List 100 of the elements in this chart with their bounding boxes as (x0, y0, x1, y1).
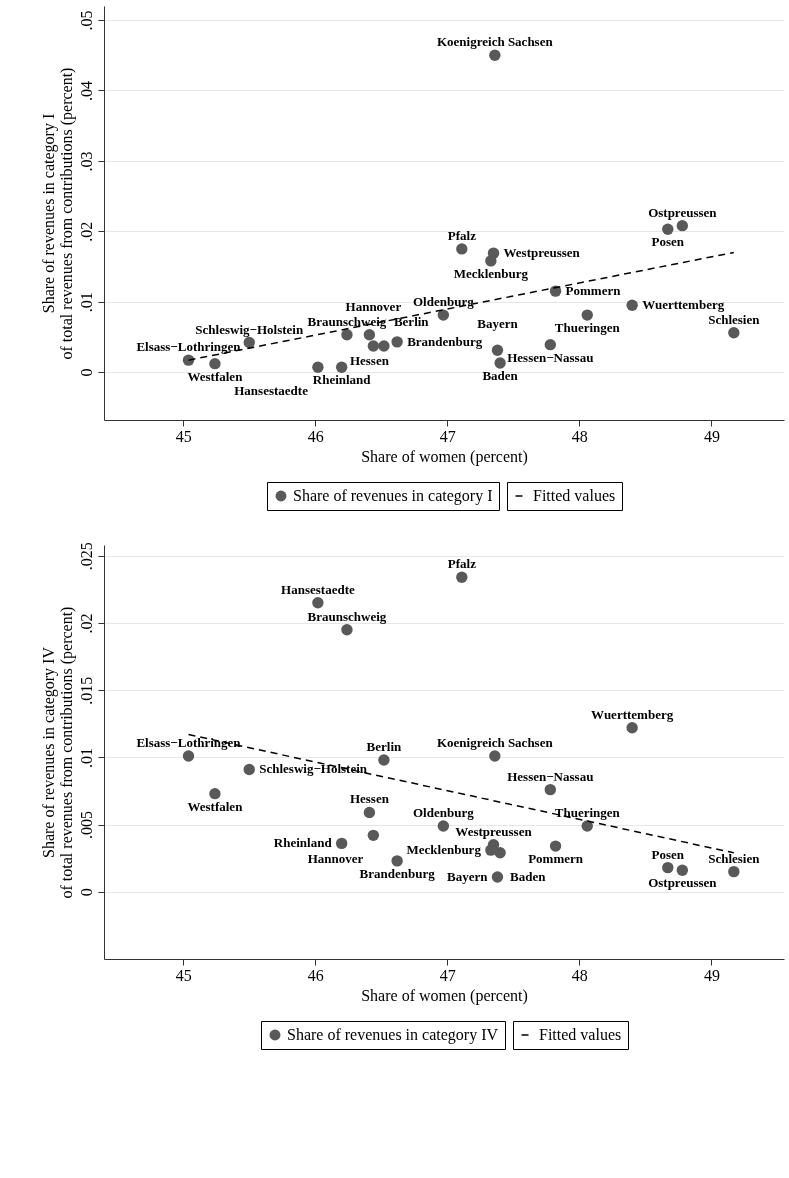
annotation: Hessen (349, 352, 390, 368)
x-tick-label: 47 (439, 427, 456, 445)
annotation: Brandenburg (407, 333, 483, 349)
annotation: Braunschweig (307, 313, 387, 329)
y-tick-label: .03 (77, 151, 95, 172)
y-tick-label: .04 (77, 80, 95, 101)
annotation: Braunschweig (307, 608, 387, 624)
y-tick-label: .025 (77, 542, 95, 571)
y-tick-label: 0 (77, 888, 95, 897)
point (341, 329, 353, 341)
point (367, 340, 380, 352)
point (626, 722, 638, 734)
annotation: Westfalen (187, 798, 244, 814)
annotation: Pfalz (447, 227, 477, 243)
point (662, 223, 674, 235)
x-axis-title: Share of women (percent) (361, 447, 528, 466)
annotation: Bayern (447, 869, 489, 885)
annotation: Wuerttemberg (642, 297, 725, 313)
y-axis-title: Share of revenues in category IV of total revenues from contributions (percent) (39, 606, 76, 899)
y-tick-label: .05 (77, 10, 95, 31)
annotation: Hessen−Nassau (507, 768, 594, 784)
annotation: Mecklenburg (406, 842, 482, 858)
point (367, 829, 380, 842)
point (491, 871, 504, 883)
point (437, 309, 450, 321)
annotation: Schleswig−Holstein (259, 761, 368, 777)
point (335, 361, 348, 373)
y-tick-label: .005 (77, 811, 95, 840)
x-tick-label: 48 (571, 966, 588, 984)
point (182, 750, 195, 762)
annotation: Koenigreich Sachsen (436, 735, 554, 751)
annotation: Pfalz (447, 556, 477, 572)
point (391, 336, 403, 348)
y-tick-label: .01 (77, 747, 95, 768)
annotation: Hessen−Nassau (507, 349, 594, 365)
point (549, 840, 562, 852)
point (312, 361, 324, 373)
y-tick-label: .02 (77, 221, 95, 242)
annotation: Berlin (393, 314, 430, 330)
legend-label: Fitted values (533, 487, 616, 504)
annotation: Schlesien (708, 850, 761, 866)
annotation: Baden (482, 367, 519, 383)
point (243, 336, 255, 349)
point (489, 750, 501, 762)
point (544, 338, 556, 351)
point (581, 309, 593, 321)
y-axis-title: Share of revenues in category I of total revenues from contributions (percent) (39, 67, 76, 360)
annotation: Koenigreich Sachsen (436, 34, 554, 50)
annotation: Ostpreussen (648, 204, 718, 220)
x-tick-label: 46 (307, 427, 324, 445)
point (485, 255, 497, 267)
annotation: Rheinland (273, 835, 333, 851)
annotation: Hansestaedte (281, 581, 355, 597)
annotation: Pommern (528, 851, 584, 867)
legend-label: Fitted values (539, 1026, 622, 1043)
x-tick-label: 49 (703, 427, 720, 445)
annotation: Westpreussen (455, 823, 533, 839)
x-axis-title: Share of women (percent) (361, 986, 528, 1005)
annotation: Brandenburg (359, 865, 436, 881)
point (209, 787, 221, 800)
annotation: Hannover (307, 851, 364, 867)
annotation: Westfalen (187, 368, 244, 384)
y-tick-label: .01 (77, 292, 95, 313)
x-tick-label: 48 (571, 427, 588, 445)
annotation: Bayern (477, 316, 519, 332)
point (437, 820, 450, 832)
annotation: Hannover (345, 299, 402, 315)
annotation: Elsass−Lothringen (136, 339, 242, 355)
x-tick-label: 45 (175, 427, 192, 445)
annotation: Oldenburg (413, 804, 475, 820)
point (391, 855, 403, 867)
point (456, 243, 468, 255)
x-tick-label: 45 (175, 966, 192, 984)
point (544, 783, 556, 796)
legend-label: Share of revenues in category I (293, 487, 493, 505)
annotation: Baden (510, 868, 547, 884)
annotation: Hansestaedte (234, 383, 309, 399)
annotation: Rheinland (312, 372, 372, 388)
point (728, 327, 740, 339)
point (626, 299, 638, 311)
annotation: Berlin (366, 739, 403, 755)
y-tick-label: .015 (77, 676, 95, 705)
point (676, 864, 689, 876)
x-tick-label: 47 (439, 966, 456, 984)
x-tick-label: 49 (703, 966, 720, 984)
annotation: Wuerttemberg (591, 706, 674, 722)
point (676, 219, 689, 232)
point (494, 357, 506, 369)
annotation: Elsass−Lothringen (136, 735, 242, 751)
point (581, 820, 593, 832)
legend-label: Share of revenues in category IV (287, 1026, 499, 1044)
annotation: Posen (651, 234, 685, 250)
annotation: Pommern (565, 283, 622, 299)
point (662, 861, 674, 874)
point (363, 806, 376, 819)
x-tick-label: 46 (307, 966, 324, 984)
point (728, 865, 740, 878)
point (378, 340, 390, 352)
y-tick-label: .02 (77, 613, 95, 634)
point (494, 847, 506, 859)
